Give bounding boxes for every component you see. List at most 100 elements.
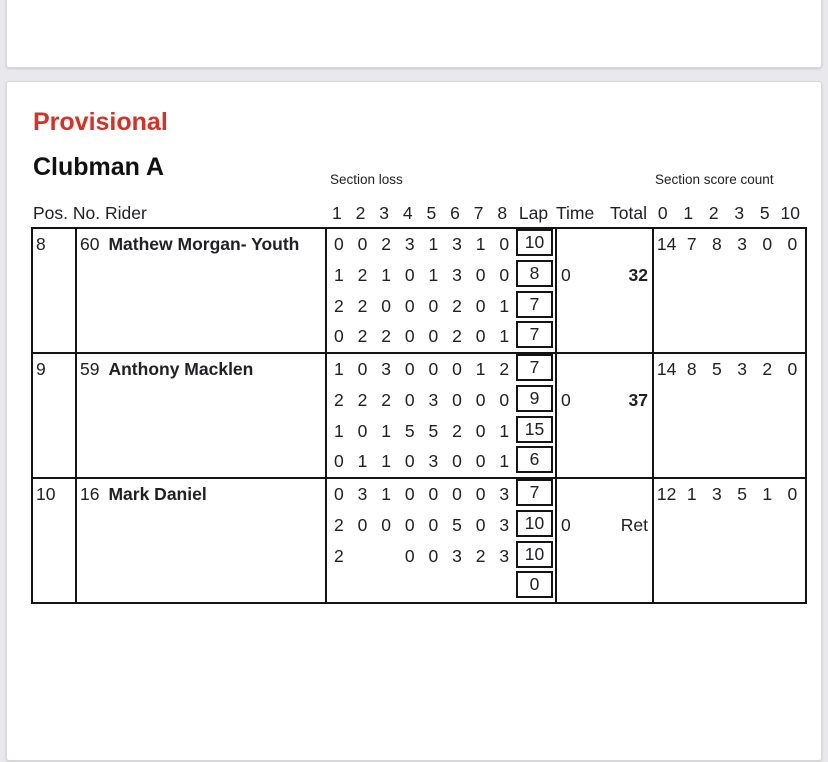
score-count: 0: [787, 484, 798, 504]
score-count: 3: [712, 484, 722, 504]
section-score: [492, 571, 516, 602]
section-header: 5: [426, 203, 437, 223]
section-score: 1: [428, 234, 439, 254]
status-provisional: Provisional: [33, 108, 168, 136]
section-score: 0: [404, 451, 415, 472]
time-value: 0: [561, 514, 571, 535]
section-loss-label: Section loss: [330, 172, 403, 187]
section-score: 0: [475, 484, 486, 504]
lap-total: 10: [524, 232, 545, 252]
count-headers: 0 1 2 3 5 10: [650, 202, 803, 224]
section-score: 1: [381, 420, 391, 441]
rider-name: Anthony Macklen: [108, 359, 254, 379]
section-header: 3: [379, 203, 389, 223]
section-score: 0: [475, 451, 486, 472]
section-score: 0: [499, 234, 510, 254]
section-score: 1: [428, 264, 439, 285]
section-score: 1: [499, 326, 510, 347]
rider-number: 59: [80, 359, 100, 379]
section-score: 0: [475, 420, 486, 441]
section-score: 0: [333, 451, 344, 472]
section-score: 0: [452, 484, 462, 504]
section-score: 2: [357, 295, 368, 316]
lap-total-box: 15: [516, 415, 553, 443]
section-score: 1: [381, 264, 391, 285]
score-count: 0: [787, 359, 798, 379]
section-score: 0: [452, 389, 462, 410]
section-score: 0: [452, 359, 462, 379]
score-count: 3: [737, 359, 747, 379]
lap-totals: 10 8 7 7: [516, 229, 555, 352]
section-header: 6: [450, 203, 460, 223]
score-count: 8: [712, 234, 722, 254]
section-score: 2: [381, 234, 391, 254]
section-score: 2: [381, 326, 391, 347]
lap-total: 10: [524, 543, 545, 564]
score-count: 14: [656, 359, 677, 379]
section-score: 3: [428, 451, 439, 472]
section-score: 0: [428, 359, 439, 379]
time-total-cell: 0 32: [555, 229, 652, 352]
section-score: 1: [499, 420, 510, 441]
score-count: 12: [656, 484, 677, 504]
rider-cell: 60 Mathew Morgan- Youth: [77, 229, 327, 352]
results-panel: Provisional Clubman A Section loss Secti…: [6, 81, 822, 761]
section-score: 3: [357, 484, 368, 504]
section-score: 0: [475, 326, 486, 347]
section-score: 0: [428, 545, 439, 566]
section-score: 0: [475, 264, 486, 285]
section-score: 2: [475, 545, 486, 566]
section-score: 3: [452, 264, 462, 285]
score-count: 2: [762, 359, 773, 379]
section-number-headers: 1 2 3 4 5 6 7 8: [325, 202, 514, 224]
lap-total-box: 0: [516, 571, 553, 599]
section-score: 0: [404, 514, 415, 535]
time-header: Time: [556, 203, 595, 223]
total-value: 37: [628, 389, 648, 410]
section-score: 0: [357, 359, 368, 379]
lap-total-box: 6: [516, 446, 553, 474]
section-score: [445, 571, 469, 602]
section-header: 4: [402, 203, 413, 223]
score-count-cell: 12 1 3 5 1 0: [652, 479, 805, 602]
lap-total-box: 10: [516, 540, 553, 568]
count-header: 1: [683, 203, 694, 223]
section-score: [374, 541, 398, 572]
lap-total: 7: [529, 324, 540, 345]
count-header: 5: [759, 203, 770, 223]
section-score: 0: [381, 295, 391, 316]
score-count: 1: [762, 484, 773, 504]
section-score: 2: [452, 420, 462, 441]
section-score: 0: [333, 326, 344, 347]
lap-total-box: 8: [516, 259, 553, 287]
section-score: 0: [499, 389, 510, 410]
time-value: 0: [561, 389, 571, 410]
lap-total: 8: [529, 262, 540, 283]
section-score: 0: [428, 484, 439, 504]
score-count-cell: 14 8 5 3 2 0: [652, 354, 805, 477]
time-value: 0: [561, 264, 571, 285]
section-score: 2: [452, 295, 462, 316]
total-value: Ret: [620, 514, 648, 535]
lap-total: 15: [524, 418, 545, 439]
rider-number: 60: [80, 234, 100, 254]
section-score: 0: [404, 326, 415, 347]
section-score: 3: [452, 545, 462, 566]
section-score: 0: [333, 484, 344, 504]
section-score: 3: [499, 545, 510, 566]
section-score: 1: [333, 420, 344, 441]
section-score: 2: [381, 389, 391, 410]
rider-position: 9: [33, 354, 77, 477]
section-score: 5: [452, 514, 462, 535]
section-score: 0: [404, 264, 415, 285]
rider-name: Mathew Morgan- Youth: [108, 234, 300, 254]
